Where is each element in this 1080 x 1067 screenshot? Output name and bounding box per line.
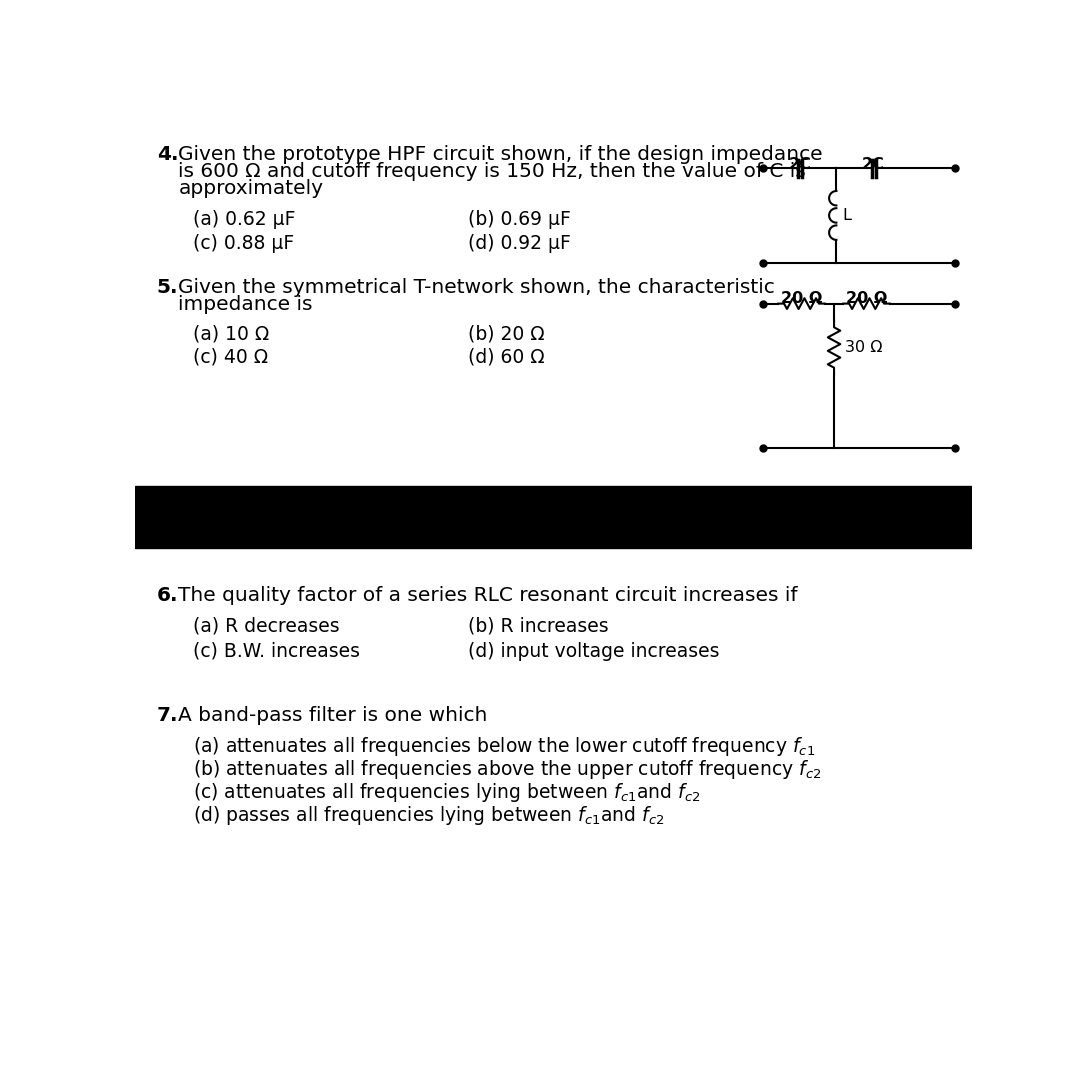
Text: (d) 60 Ω: (d) 60 Ω: [469, 348, 545, 366]
Text: (a) 0.62 μF: (a) 0.62 μF: [193, 210, 296, 229]
Text: (d) passes all frequencies lying between $f_{c1}$and $f_{c2}$: (d) passes all frequencies lying between…: [193, 805, 664, 827]
Text: (a) R decreases: (a) R decreases: [193, 617, 340, 636]
Text: (b) R increases: (b) R increases: [469, 617, 609, 636]
Text: 20 Ω: 20 Ω: [781, 291, 822, 306]
Text: (d) 0.92 μF: (d) 0.92 μF: [469, 234, 571, 253]
Bar: [135, 487, 972, 547]
Text: is 600 Ω and cutoff frequency is 150 Hz, then the value of C is: is 600 Ω and cutoff frequency is 150 Hz,…: [178, 162, 806, 181]
Text: 4.: 4.: [157, 145, 178, 164]
Text: A band-pass filter is one which: A band-pass filter is one which: [178, 705, 488, 724]
Text: 5.: 5.: [157, 278, 178, 298]
Text: 20 Ω: 20 Ω: [846, 291, 888, 306]
Text: (c) attenuates all frequencies lying between $f_{c1}$and $f_{c2}$: (c) attenuates all frequencies lying bet…: [193, 781, 701, 805]
Text: 30 Ω: 30 Ω: [845, 340, 882, 355]
Text: 7.: 7.: [157, 705, 178, 724]
Text: 2C: 2C: [788, 157, 811, 172]
Text: The quality factor of a series RLC resonant circuit increases if: The quality factor of a series RLC reson…: [178, 586, 798, 605]
Text: (d) input voltage increases: (d) input voltage increases: [469, 641, 719, 660]
Text: approximately: approximately: [178, 179, 323, 197]
Text: Given the prototype HPF circuit shown, if the design impedance: Given the prototype HPF circuit shown, i…: [178, 145, 823, 164]
Text: (a) attenuates all frequencies below the lower cutoff frequency $f_{c1}$: (a) attenuates all frequencies below the…: [193, 735, 815, 758]
Text: L: L: [842, 208, 851, 223]
Text: impedance is: impedance is: [178, 296, 313, 314]
Text: (a) 10 Ω: (a) 10 Ω: [193, 324, 269, 344]
Text: Given the symmetrical T-network shown, the characteristic: Given the symmetrical T-network shown, t…: [178, 278, 775, 298]
Text: (c) 40 Ω: (c) 40 Ω: [193, 348, 268, 366]
Text: (b) 0.69 μF: (b) 0.69 μF: [469, 210, 571, 229]
Text: (b) 20 Ω: (b) 20 Ω: [469, 324, 545, 344]
Text: 2C: 2C: [862, 157, 885, 172]
Text: (b) attenuates all frequencies above the upper cutoff frequency $f_{c2}$: (b) attenuates all frequencies above the…: [193, 758, 822, 781]
Text: (c) 0.88 μF: (c) 0.88 μF: [193, 234, 295, 253]
Text: 6.: 6.: [157, 586, 178, 605]
Text: (c) B.W. increases: (c) B.W. increases: [193, 641, 360, 660]
